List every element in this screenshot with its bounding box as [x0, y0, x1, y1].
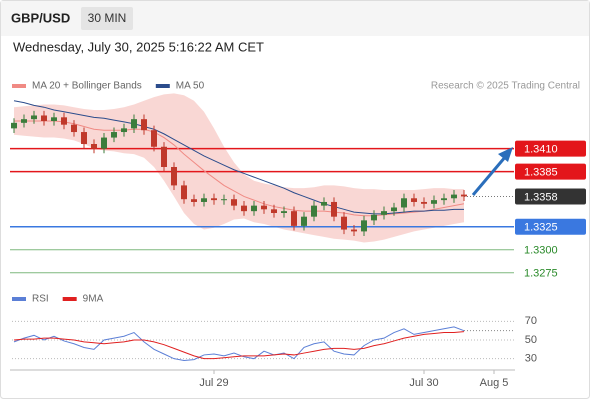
candle-body: [421, 201, 427, 204]
candle-body: [251, 205, 257, 212]
candle-body: [81, 132, 87, 144]
candle-body: [291, 211, 297, 226]
candle-body: [411, 198, 417, 202]
candle-body: [301, 216, 307, 226]
candle-body: [91, 144, 97, 149]
candle-body: [51, 117, 57, 121]
y-tick-label: 50: [525, 334, 537, 346]
candle-body: [331, 201, 337, 217]
candle-body: [351, 229, 357, 232]
candle-body: [111, 132, 117, 138]
candle-body: [371, 214, 377, 221]
candle-body: [451, 194, 457, 199]
candle-body: [31, 115, 37, 120]
legend-label: MA 20 + Bollinger Bands: [32, 81, 142, 92]
candle-body: [361, 220, 367, 232]
candle-body: [431, 200, 437, 204]
ma-line: [13, 100, 464, 215]
timeframe: 30 MIN: [88, 11, 127, 25]
candle-body: [391, 207, 397, 212]
legend-label: 9MA: [83, 294, 104, 305]
candle-body: [281, 211, 287, 213]
y-tick-label: 30: [525, 353, 537, 365]
level-label-box: [515, 218, 586, 235]
candle-body: [441, 198, 447, 201]
rsi-line: [13, 331, 465, 360]
legend-swatch: [12, 84, 26, 88]
candle-body: [261, 205, 267, 210]
arrow-head: [498, 147, 513, 162]
timeframe-box: [81, 7, 133, 30]
x-tick-label: Jul 30: [409, 377, 438, 389]
rsi-line: [13, 326, 465, 362]
candle-body: [201, 198, 207, 202]
candle-body: [381, 211, 387, 215]
timestamp: Wednesday, July 30, 2025 5:16:22 AM CET: [13, 39, 264, 54]
legend-swatch: [155, 84, 170, 88]
candle-body: [401, 198, 407, 208]
level-label: 1.3275: [524, 268, 558, 280]
candle-body: [171, 167, 177, 186]
ma-line: [14, 120, 465, 217]
level-label: 1.3300: [524, 245, 558, 257]
x-tick-label: Jul 29: [199, 377, 228, 389]
level-label: 1.3358: [524, 191, 558, 203]
legend-label: RSI: [32, 294, 49, 305]
candle-body: [121, 128, 127, 133]
candle-body: [321, 201, 327, 206]
candle-body: [231, 199, 237, 206]
candle-body: [61, 117, 67, 125]
candle-body: [131, 119, 137, 129]
candle-body: [271, 209, 277, 213]
candle-body: [101, 137, 107, 149]
candle-body: [221, 199, 227, 201]
legend-swatch: [12, 297, 26, 301]
legend-label: MA 50: [176, 81, 205, 92]
level-label-box: [515, 188, 586, 205]
y-tick-label: 70: [525, 315, 537, 327]
candle-body: [191, 199, 197, 202]
copyright: Research © 2025 Trading Central: [431, 81, 580, 92]
candle-body: [71, 124, 77, 133]
legend-swatch: [62, 297, 77, 301]
level-label: 1.3325: [524, 222, 558, 234]
candle-body: [211, 198, 217, 201]
candle-body: [11, 122, 17, 129]
candle-body: [41, 115, 47, 121]
candle-body: [181, 185, 187, 200]
x-tick-label: Aug 5: [480, 377, 509, 389]
candle-body: [341, 216, 347, 230]
candle-body: [141, 119, 147, 131]
candle-body: [241, 205, 247, 212]
candle-body: [461, 194, 467, 197]
candle-body: [21, 119, 27, 123]
symbol: GBP/USD: [11, 10, 70, 25]
candle-body: [161, 146, 167, 167]
arrow-shaft: [471, 155, 508, 196]
level-label: 1.3410: [524, 144, 558, 156]
level-label-box: [515, 140, 586, 157]
candle-body: [311, 205, 317, 217]
level-label: 1.3385: [524, 167, 558, 179]
forecast-arrow: [471, 147, 513, 196]
level-label-box: [515, 163, 586, 180]
candle-body: [151, 130, 157, 147]
